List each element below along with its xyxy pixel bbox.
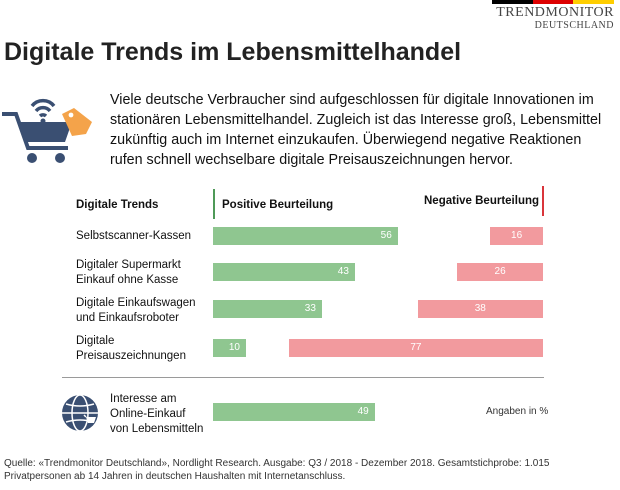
category-label-line: Digitale (76, 335, 115, 347)
interest-bar: 49 (213, 403, 375, 421)
positive-value-label: 33 (304, 303, 316, 314)
negative-bar: 77 (288, 339, 543, 357)
header-negative: Negative Beurteilung (424, 195, 540, 207)
flag-stripe-red (532, 0, 574, 4)
category-label-line: Digitaler Supermarkt (76, 259, 181, 271)
positive-bar: 10 (213, 339, 246, 357)
positive-bar: 43 (213, 263, 355, 281)
source-note: Quelle: «Trendmonitor Deutschland», Nord… (4, 458, 550, 482)
category-label-line: Digitale Einkaufswagen (76, 297, 196, 309)
category-label: Digitale Einkaufswagen und Einkaufsrobote… (76, 296, 196, 326)
positive-value-label: 10 (228, 342, 240, 353)
interest-label: Interesse am Online-Einkauf von Lebensmi… (110, 392, 203, 437)
interest-label-line: von Lebensmitteln (110, 423, 204, 435)
negative-bar: 38 (417, 300, 543, 318)
intro-text: Viele deutsche Verbraucher sind aufgesch… (110, 92, 602, 168)
shopping-cart-wifi-tag-icon (2, 98, 92, 163)
category-label-line: und Einkaufsroboter (76, 312, 179, 324)
negative-value-label: 77 (410, 342, 422, 353)
category-label: Selbstscanner-Kassen (76, 229, 191, 244)
flag-stripe-gold (573, 0, 615, 4)
brand-logo: TRENDMONITOR DEUTSCHLAND (496, 5, 614, 31)
page-title: Digitale Trends im Lebensmittelhandel (4, 38, 462, 66)
interest-label-line: Online-Einkauf (110, 408, 186, 420)
positive-bar: 33 (213, 300, 322, 318)
positive-value-label: 56 (380, 230, 392, 241)
negative-bar: 26 (457, 263, 543, 281)
positive-axis-line (213, 189, 215, 219)
header-positive: Positive Beurteilung (222, 199, 334, 211)
header-digital-trends: Digitale Trends (76, 199, 159, 211)
unit-label: Angaben in % (486, 406, 549, 417)
negative-value-label: 26 (494, 266, 506, 277)
category-label: Digitale Preisauszeichnungen (76, 334, 186, 364)
positive-value-label: 43 (337, 266, 349, 277)
negative-value-label: 38 (474, 303, 486, 314)
flag-bar (492, 0, 615, 4)
category-label-line: Selbstscanner-Kassen (76, 230, 192, 242)
brand-line-1: TRENDMONITOR (496, 5, 614, 20)
interest-label-line: Interesse am (110, 393, 177, 405)
negative-bar: 16 (490, 227, 543, 245)
category-label: Digitaler Supermarkt Einkauf ohne Kasse (76, 258, 181, 288)
brand-line-2: DEUTSCHLAND (534, 20, 614, 31)
negative-value-label: 16 (511, 230, 523, 241)
interest-value-label: 49 (357, 406, 369, 417)
globe-icon (62, 394, 98, 432)
category-label-line: Einkauf ohne Kasse (76, 274, 179, 286)
flag-stripe-black (492, 0, 533, 4)
separator-line (62, 377, 544, 378)
category-label-line: Preisauszeichnungen (76, 350, 186, 362)
positive-bar: 56 (213, 227, 398, 245)
negative-axis-line (542, 186, 544, 216)
